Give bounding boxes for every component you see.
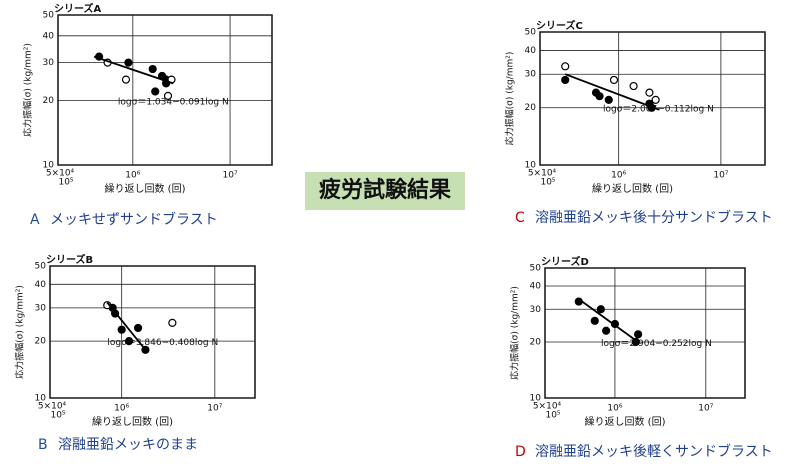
corner-label: 10⁵ bbox=[50, 411, 65, 421]
chart-title: シリーズC bbox=[536, 19, 583, 32]
open-point bbox=[651, 95, 660, 104]
y-tick-label: 30 bbox=[43, 58, 55, 68]
slide-title: 疲労試験結果 bbox=[319, 177, 451, 203]
y-tick-label: 20 bbox=[525, 103, 537, 113]
corner-label: 10⁵ bbox=[545, 411, 560, 421]
filled-point bbox=[124, 337, 134, 346]
filled-point bbox=[124, 58, 133, 67]
filled-point bbox=[604, 95, 613, 104]
caption-letter: D bbox=[515, 444, 526, 460]
x-axis-label: 繰り返し回数 (回) bbox=[592, 182, 673, 195]
title-box bbox=[305, 172, 465, 210]
corner-label: 5×10⁴ bbox=[38, 402, 67, 412]
y-tick-label: 30 bbox=[530, 305, 542, 315]
filled-point bbox=[596, 305, 605, 314]
open-point bbox=[561, 62, 570, 71]
equation: logσ＝3.846−0.408log N bbox=[107, 338, 218, 348]
y-tick-label: 20 bbox=[35, 337, 47, 347]
open-point bbox=[645, 88, 654, 97]
x-tick-label: 10⁶ bbox=[125, 171, 140, 181]
fit-line bbox=[578, 298, 639, 343]
fit-line bbox=[564, 73, 660, 111]
filled-point bbox=[631, 337, 640, 347]
filled-point bbox=[148, 64, 157, 74]
plot-frame bbox=[544, 267, 746, 399]
filled-point bbox=[117, 325, 126, 334]
caption-letter: B bbox=[38, 437, 48, 453]
caption-letter: C bbox=[515, 210, 525, 226]
chart-title: シリーズB bbox=[46, 253, 93, 266]
x-axis-label: 繰り返し回数 (回) bbox=[585, 415, 666, 428]
y-axis-label: 応力振幅(σ) (kg/mm²) bbox=[504, 52, 516, 146]
y-tick-label: 40 bbox=[35, 280, 47, 290]
corner-label: 5×10⁴ bbox=[528, 169, 557, 179]
open-point bbox=[163, 91, 173, 100]
x-tick-label: 10⁶ bbox=[611, 171, 626, 181]
equation: logσ＝1.034−0.091log N bbox=[118, 98, 229, 108]
y-tick-label: 30 bbox=[525, 70, 537, 80]
y-tick-label: 10 bbox=[35, 394, 47, 404]
caption-letter: A bbox=[30, 212, 40, 228]
x-axis-label: 繰り返し回数 (回) bbox=[92, 415, 173, 428]
y-tick-label: 50 bbox=[43, 11, 55, 21]
fit-line bbox=[106, 302, 147, 351]
chart-title: シリーズA bbox=[54, 2, 101, 15]
y-tick-label: 50 bbox=[530, 264, 542, 274]
open-point bbox=[121, 75, 131, 84]
y-tick-label: 20 bbox=[530, 338, 542, 348]
y-tick-label: 50 bbox=[35, 262, 47, 272]
equation: logσ＝2.904−0.252log N bbox=[601, 339, 712, 349]
caption: メッキせずサンドブラスト bbox=[50, 211, 218, 228]
y-axis-label: 応力振幅(σ) (kg/mm²) bbox=[22, 43, 34, 137]
y-tick-label: 10 bbox=[43, 161, 55, 171]
open-point bbox=[629, 81, 638, 91]
y-axis-label: 応力振幅(σ) (kg/mm²) bbox=[509, 286, 521, 380]
y-tick-label: 10 bbox=[525, 161, 537, 171]
caption: 溶融亜鉛メッキのまま bbox=[58, 437, 198, 453]
corner-label: 5×10⁴ bbox=[533, 402, 562, 412]
x-tick-label: 10⁷ bbox=[698, 404, 713, 414]
corner-label: 10⁵ bbox=[540, 178, 555, 188]
x-axis-label: 繰り返し回数 (回) bbox=[105, 182, 186, 195]
y-axis-label: 応力振幅(σ) (kg/mm²) bbox=[14, 285, 26, 379]
open-point bbox=[609, 75, 619, 85]
x-tick-label: 10⁷ bbox=[223, 171, 238, 181]
filled-point bbox=[151, 87, 160, 96]
open-point bbox=[168, 318, 177, 327]
filled-point bbox=[595, 92, 604, 101]
filled-point bbox=[590, 316, 599, 325]
x-tick-label: 10⁶ bbox=[114, 404, 129, 414]
filled-point bbox=[634, 330, 643, 339]
y-tick-label: 10 bbox=[530, 394, 542, 404]
y-tick-label: 40 bbox=[525, 46, 537, 56]
chart-title: シリーズD bbox=[541, 255, 589, 268]
caption: 溶融亜鉛メッキ後軽くサンドブラスト bbox=[535, 443, 773, 460]
y-tick-label: 50 bbox=[525, 28, 537, 38]
filled-point bbox=[602, 326, 611, 335]
fit-line bbox=[93, 55, 174, 85]
y-tick-label: 40 bbox=[530, 282, 542, 292]
plot-frame bbox=[49, 265, 256, 399]
y-tick-label: 30 bbox=[35, 303, 47, 313]
corner-label: 5×10⁴ bbox=[46, 169, 75, 179]
y-tick-label: 20 bbox=[43, 96, 55, 106]
corner-label: 10⁵ bbox=[58, 178, 73, 188]
plot-frame bbox=[57, 14, 273, 166]
filled-point bbox=[133, 323, 143, 333]
x-tick-label: 10⁷ bbox=[713, 171, 728, 181]
caption: 溶融亜鉛メッキ後十分サンドブラスト bbox=[535, 209, 773, 226]
x-tick-label: 10⁷ bbox=[207, 404, 222, 414]
x-tick-label: 10⁶ bbox=[607, 404, 622, 414]
y-tick-label: 40 bbox=[43, 31, 55, 41]
filled-point bbox=[561, 75, 570, 85]
